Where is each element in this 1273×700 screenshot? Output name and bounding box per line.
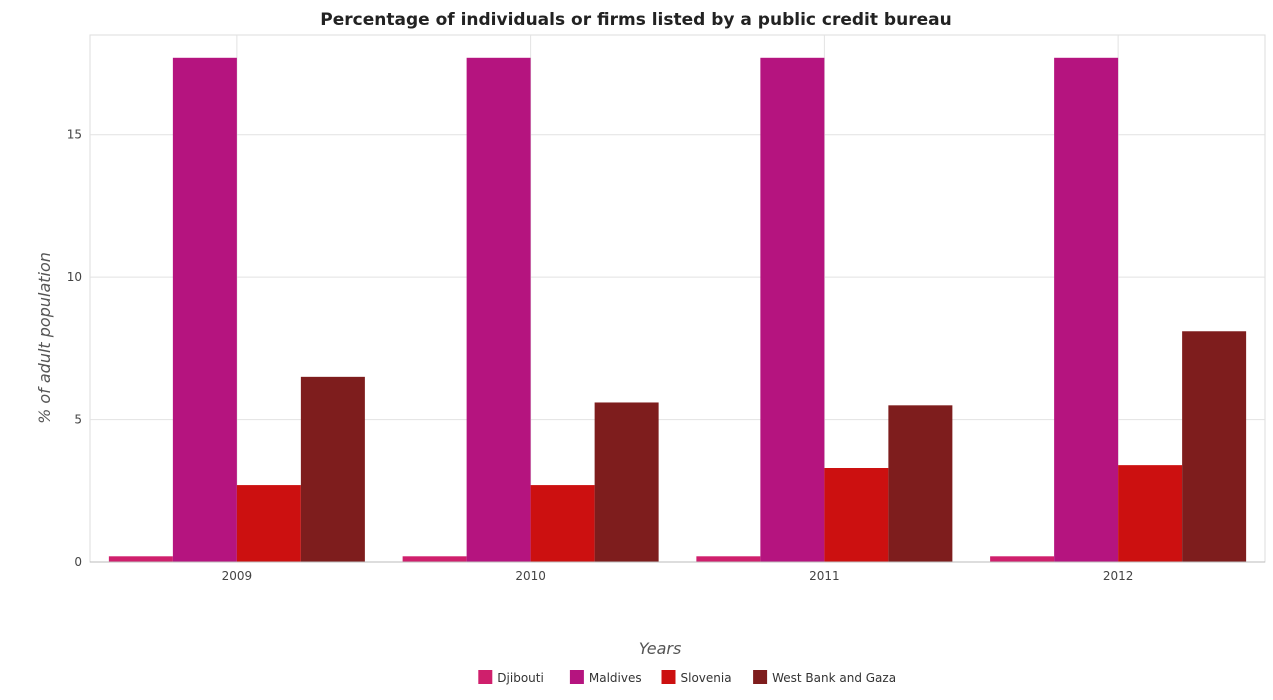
legend-label: Slovenia	[681, 671, 732, 685]
bars	[108, 57, 1247, 563]
legend: Djibouti Maldives Slovenia West Bank and Ga…	[478, 670, 896, 685]
axes: 0 5 10 15 2009 2010 2011 2012	[67, 128, 1265, 583]
x-tick-label: 2010	[515, 569, 546, 583]
bar-djibouti-2009	[108, 556, 173, 562]
y-axis-label: % of adult population	[35, 252, 54, 424]
legend-swatch-west-bank-and-gaza	[753, 670, 768, 684]
bar-djibouti-2010	[402, 556, 467, 562]
bar-slovenia-2009	[236, 485, 301, 562]
bar-west-bank-and-gaza-2011	[888, 405, 953, 562]
legend-label: Djibouti	[497, 671, 544, 685]
bar-slovenia-2012	[1118, 465, 1183, 562]
bar-maldives-2010	[466, 57, 531, 563]
bar-west-bank-and-gaza-2012	[1182, 331, 1247, 562]
y-tick-label: 5	[74, 413, 82, 427]
bar-slovenia-2011	[824, 467, 889, 562]
bar-djibouti-2012	[990, 556, 1055, 562]
legend-label: West Bank and Gaza	[772, 671, 896, 685]
legend-swatch-slovenia	[661, 670, 676, 684]
y-tick-label: 0	[74, 555, 82, 569]
legend-swatch-maldives	[569, 670, 584, 684]
x-tick-label: 2011	[809, 569, 840, 583]
legend-swatch-djibouti	[478, 670, 493, 684]
y-tick-label: 15	[67, 128, 82, 142]
y-tick-label: 10	[67, 270, 82, 284]
bar-djibouti-2011	[696, 556, 761, 562]
bar-maldives-2011	[760, 57, 825, 563]
x-tick-label: 2012	[1103, 569, 1134, 583]
x-axis-label: Years	[639, 639, 682, 658]
bar-maldives-2009	[172, 57, 237, 563]
bar-west-bank-and-gaza-2009	[300, 376, 365, 562]
bar-slovenia-2010	[530, 485, 595, 562]
bar-west-bank-and-gaza-2010	[594, 402, 659, 562]
legend-label: Maldives	[589, 671, 642, 685]
chart-title: Percentage of individuals or firms liste…	[320, 10, 951, 30]
bar-maldives-2012	[1054, 57, 1119, 563]
x-tick-label: 2009	[222, 569, 253, 583]
